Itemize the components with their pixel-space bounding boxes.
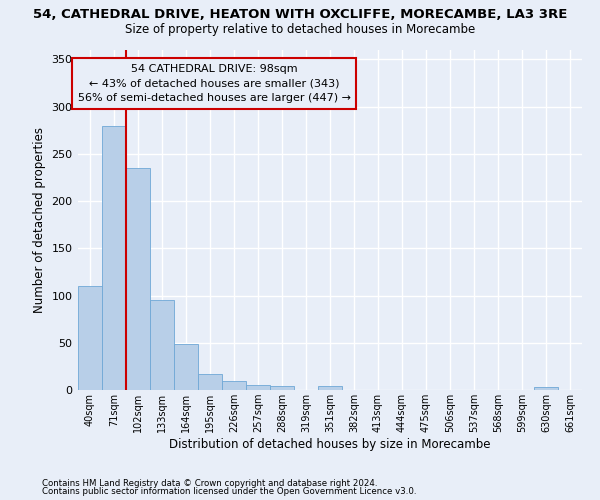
Y-axis label: Number of detached properties: Number of detached properties xyxy=(33,127,46,313)
Bar xyxy=(174,344,198,390)
Bar xyxy=(246,386,270,390)
Bar xyxy=(102,126,126,390)
Bar xyxy=(198,374,222,390)
Text: Contains HM Land Registry data © Crown copyright and database right 2024.: Contains HM Land Registry data © Crown c… xyxy=(42,478,377,488)
Text: 54, CATHEDRAL DRIVE, HEATON WITH OXCLIFFE, MORECAMBE, LA3 3RE: 54, CATHEDRAL DRIVE, HEATON WITH OXCLIFF… xyxy=(33,8,567,20)
Bar xyxy=(318,386,342,390)
Bar xyxy=(270,386,294,390)
Text: Size of property relative to detached houses in Morecambe: Size of property relative to detached ho… xyxy=(125,22,475,36)
Text: 54 CATHEDRAL DRIVE: 98sqm
← 43% of detached houses are smaller (343)
56% of semi: 54 CATHEDRAL DRIVE: 98sqm ← 43% of detac… xyxy=(77,64,350,103)
Bar xyxy=(150,300,174,390)
Text: Contains public sector information licensed under the Open Government Licence v3: Contains public sector information licen… xyxy=(42,487,416,496)
Bar xyxy=(126,168,150,390)
X-axis label: Distribution of detached houses by size in Morecambe: Distribution of detached houses by size … xyxy=(169,438,491,451)
Bar xyxy=(222,380,246,390)
Bar xyxy=(78,286,102,390)
Bar xyxy=(534,387,558,390)
